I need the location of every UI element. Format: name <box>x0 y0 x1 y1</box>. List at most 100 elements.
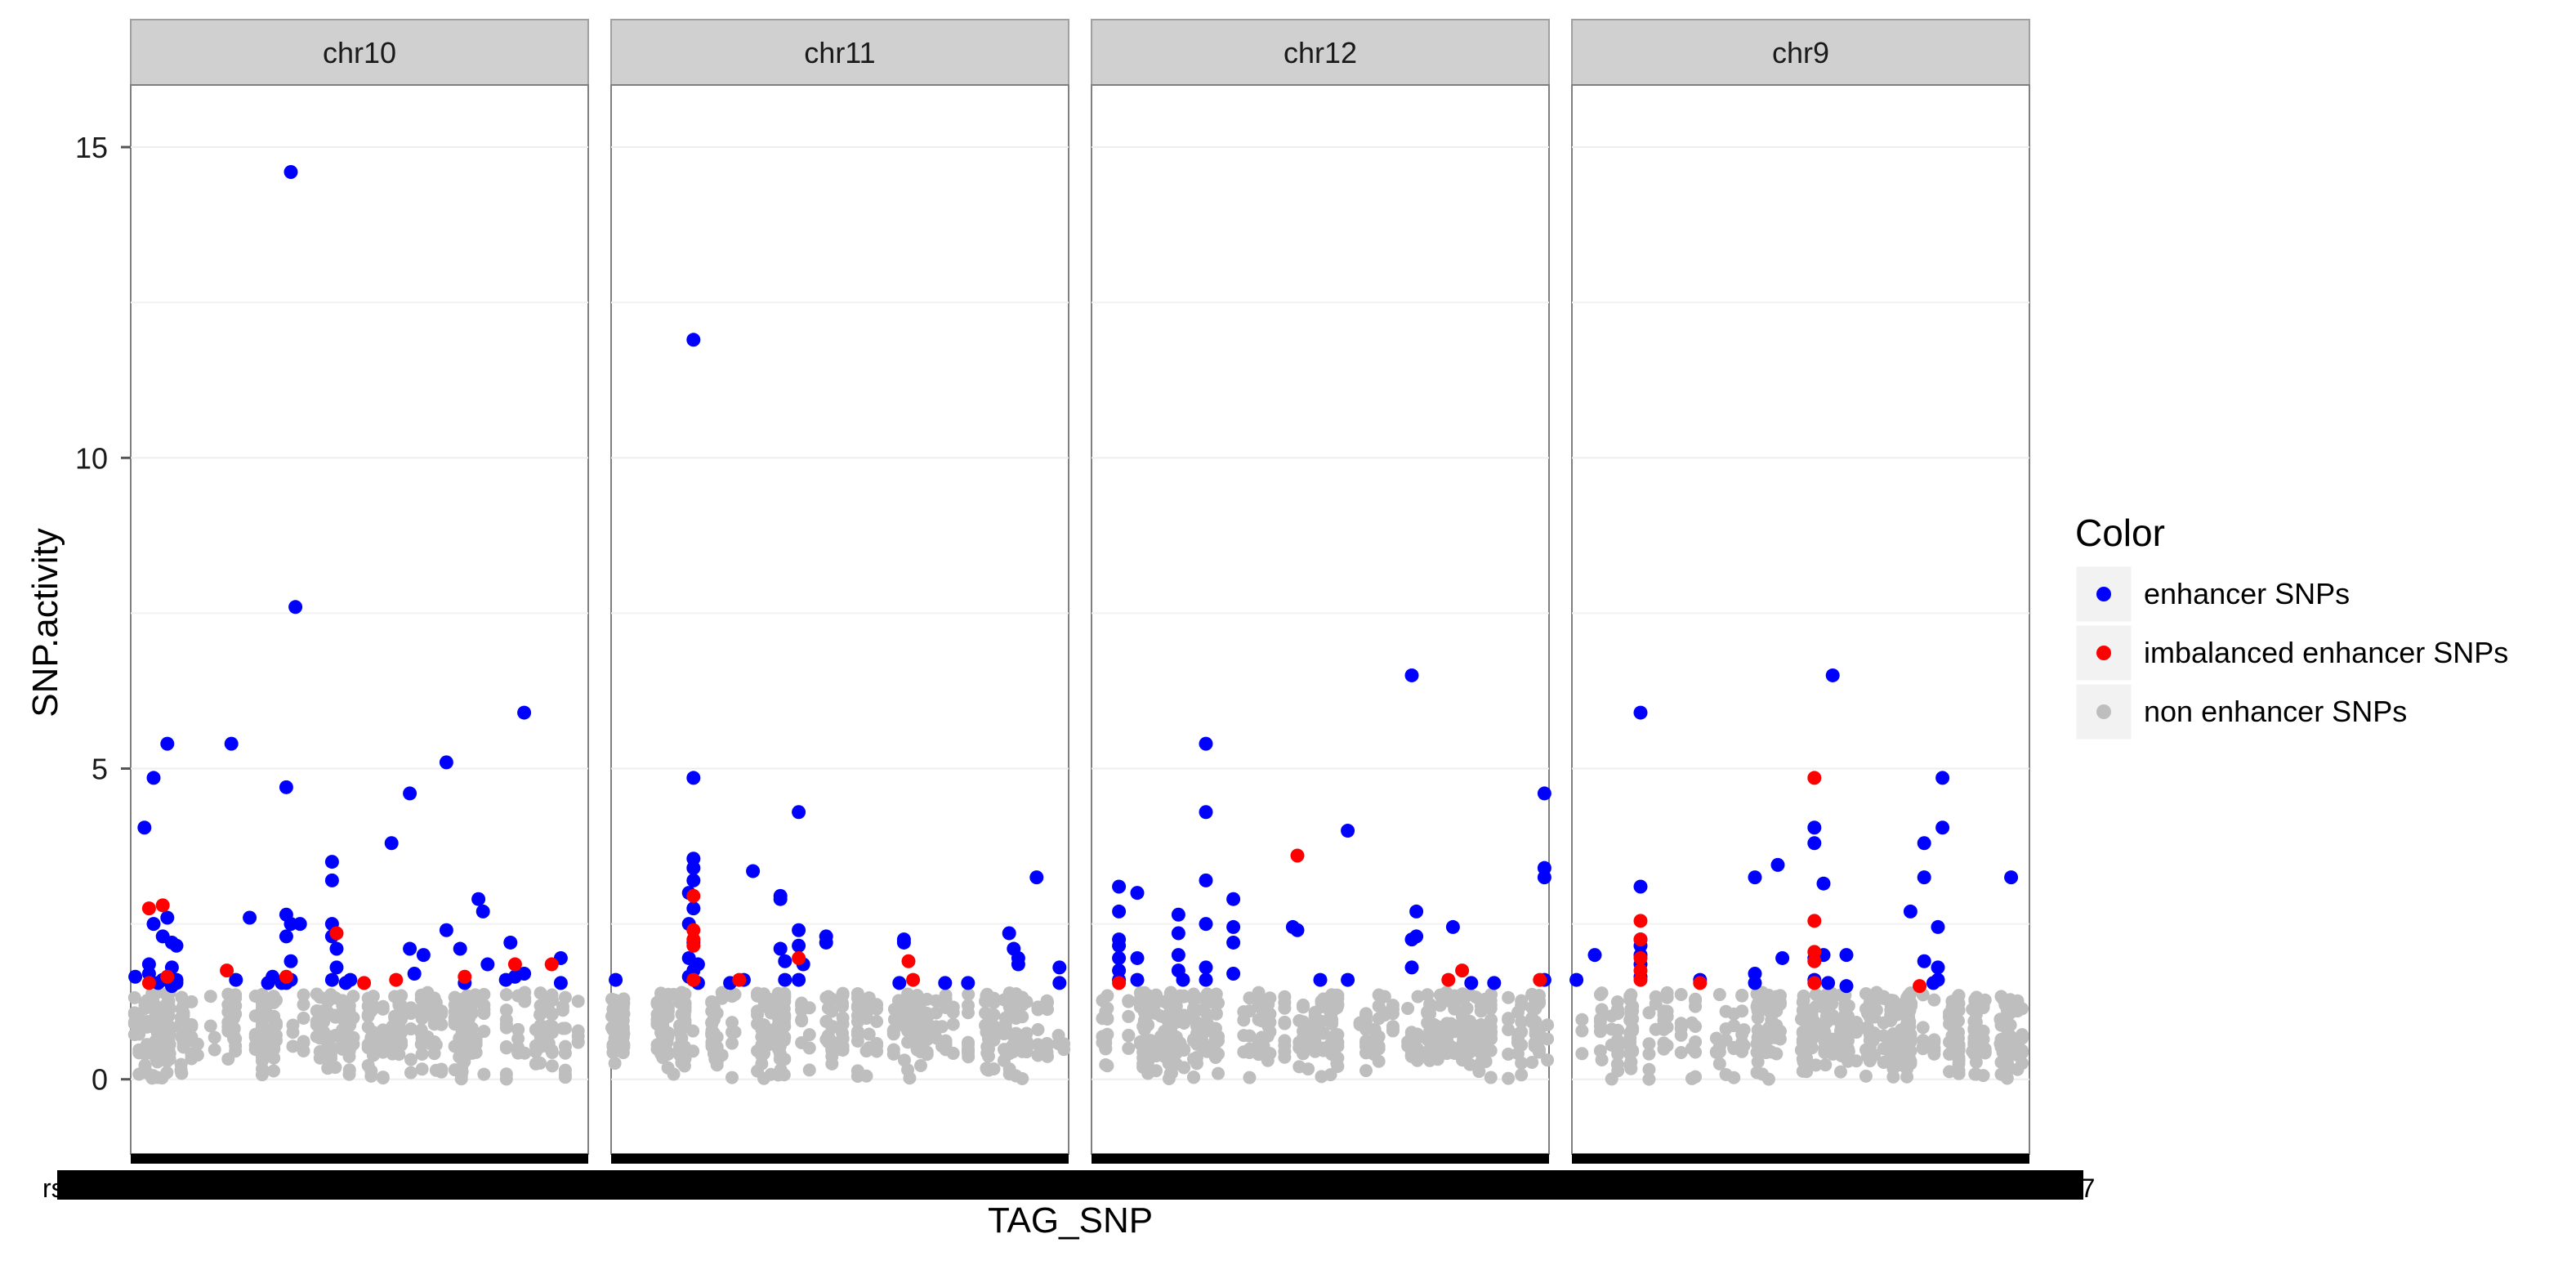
non-enhancer-point <box>556 1021 569 1035</box>
non-enhancer-point <box>705 1016 719 1030</box>
non-enhancer-point <box>267 995 281 1009</box>
non-enhancer-point <box>903 1071 917 1085</box>
non-enhancer-point <box>163 1020 176 1034</box>
non-enhancer-point <box>1386 1007 1400 1021</box>
imbalanced-point <box>1807 914 1822 928</box>
non-enhancer-point <box>542 1019 556 1033</box>
imbalanced-point <box>544 957 559 972</box>
non-enhancer-point <box>313 1051 327 1065</box>
non-enhancer-point <box>1575 1024 1589 1038</box>
non-enhancer-point <box>1122 1028 1136 1042</box>
non-enhancer-point <box>1278 1050 1292 1064</box>
non-enhancer-point <box>469 1037 483 1051</box>
imbalanced-point <box>141 901 156 916</box>
enhancer-point <box>517 966 532 981</box>
x-tick-band <box>131 1154 588 1164</box>
enhancer-point <box>792 972 806 987</box>
non-enhancer-point <box>1611 1006 1625 1020</box>
non-enhancer-point <box>286 1039 300 1053</box>
non-enhancer-point <box>1712 988 1726 1002</box>
enhancer-point <box>1917 870 1931 885</box>
non-enhancer-point <box>913 1058 927 1072</box>
non-enhancer-point <box>1770 1031 1784 1045</box>
non-enhancer-point <box>1626 1044 1640 1058</box>
non-enhancer-point <box>1952 1053 1966 1067</box>
non-enhancer-point <box>1674 1017 1688 1030</box>
non-enhancer-point <box>1144 993 1158 1007</box>
facet-panel-chr12: chr12 <box>1091 19 1555 1164</box>
enhancer-point <box>279 929 293 944</box>
non-enhancer-point <box>1825 986 1839 1000</box>
non-enhancer-point <box>946 1017 960 1031</box>
imbalanced-point <box>906 972 921 987</box>
legend-title: Color <box>2075 512 2165 554</box>
non-enhancer-point <box>1164 1026 1178 1040</box>
non-enhancer-point <box>939 1036 953 1050</box>
enhancer-point <box>503 935 518 950</box>
imbalanced-point <box>1112 976 1127 990</box>
imbalanced-point <box>155 898 170 913</box>
enhancer-point <box>1199 917 1213 932</box>
non-enhancer-point <box>338 1023 352 1037</box>
non-enhancer-point <box>608 1004 622 1017</box>
imbalanced-point <box>1807 976 1822 990</box>
non-enhancer-point <box>1797 989 1810 1003</box>
imbalanced-point <box>1633 972 1648 987</box>
non-enhancer-point <box>395 1026 408 1039</box>
non-enhancer-point <box>819 1032 833 1046</box>
facet-panel-chr9: chr9 <box>1569 19 2030 1164</box>
enhancer-point <box>1171 948 1185 963</box>
enhancer-point <box>137 820 152 835</box>
non-enhancer-point <box>176 1033 190 1047</box>
non-enhancer-point <box>1372 1012 1386 1026</box>
non-enhancer-point <box>499 1072 513 1086</box>
panel-background <box>1571 84 2030 1155</box>
enhancer-point <box>1341 972 1355 987</box>
non-enhancer-point <box>1528 1036 1542 1050</box>
non-enhancer-point <box>542 991 556 1005</box>
non-enhancer-point <box>229 999 243 1012</box>
non-enhancer-point <box>324 992 337 1006</box>
enhancer-point <box>686 333 701 347</box>
non-enhancer-point <box>208 1030 221 1044</box>
non-enhancer-point <box>1144 1034 1158 1048</box>
non-enhancer-point <box>886 1043 900 1057</box>
non-enhancer-point <box>1469 990 1483 1004</box>
non-enhancer-point <box>1657 1013 1671 1027</box>
non-enhancer-point <box>667 987 681 1001</box>
non-enhancer-point <box>1759 1046 1773 1060</box>
non-enhancer-point <box>455 1025 469 1039</box>
non-enhancer-point <box>435 1017 449 1031</box>
enhancer-point <box>1112 879 1127 894</box>
non-enhancer-point <box>1860 1007 1874 1021</box>
non-enhancer-point <box>1177 1008 1191 1022</box>
non-enhancer-point <box>677 1039 691 1053</box>
non-enhancer-point <box>395 1035 408 1048</box>
non-enhancer-point <box>1423 997 1437 1011</box>
enhancer-point <box>292 917 307 932</box>
non-enhancer-point <box>898 1013 912 1027</box>
non-enhancer-point <box>1372 999 1386 1013</box>
non-enhancer-point <box>836 988 850 1002</box>
facet-panel-chr10: chr10 <box>127 19 589 1164</box>
imbalanced-point <box>458 969 472 984</box>
non-enhancer-point <box>1040 1046 1054 1060</box>
non-enhancer-point <box>203 990 217 1004</box>
non-enhancer-point <box>321 1062 335 1075</box>
enhancer-point <box>160 910 175 925</box>
non-enhancer-point <box>678 1013 692 1027</box>
enhancer-point <box>1748 976 1762 990</box>
imbalanced-point <box>686 972 701 987</box>
non-enhancer-point <box>819 990 833 1004</box>
non-enhancer-point <box>376 1002 390 1016</box>
enhancer-point <box>773 941 788 956</box>
non-enhancer-point <box>1674 1045 1688 1059</box>
enhancer-point <box>1917 954 1931 968</box>
non-enhancer-point <box>1860 1021 1874 1035</box>
non-enhancer-point <box>127 1008 141 1021</box>
non-enhancer-point <box>255 1021 269 1035</box>
non-enhancer-point <box>499 1041 513 1055</box>
non-enhancer-point <box>1951 1026 1965 1039</box>
non-enhancer-point <box>859 1069 873 1083</box>
non-enhancer-point <box>376 1071 390 1085</box>
